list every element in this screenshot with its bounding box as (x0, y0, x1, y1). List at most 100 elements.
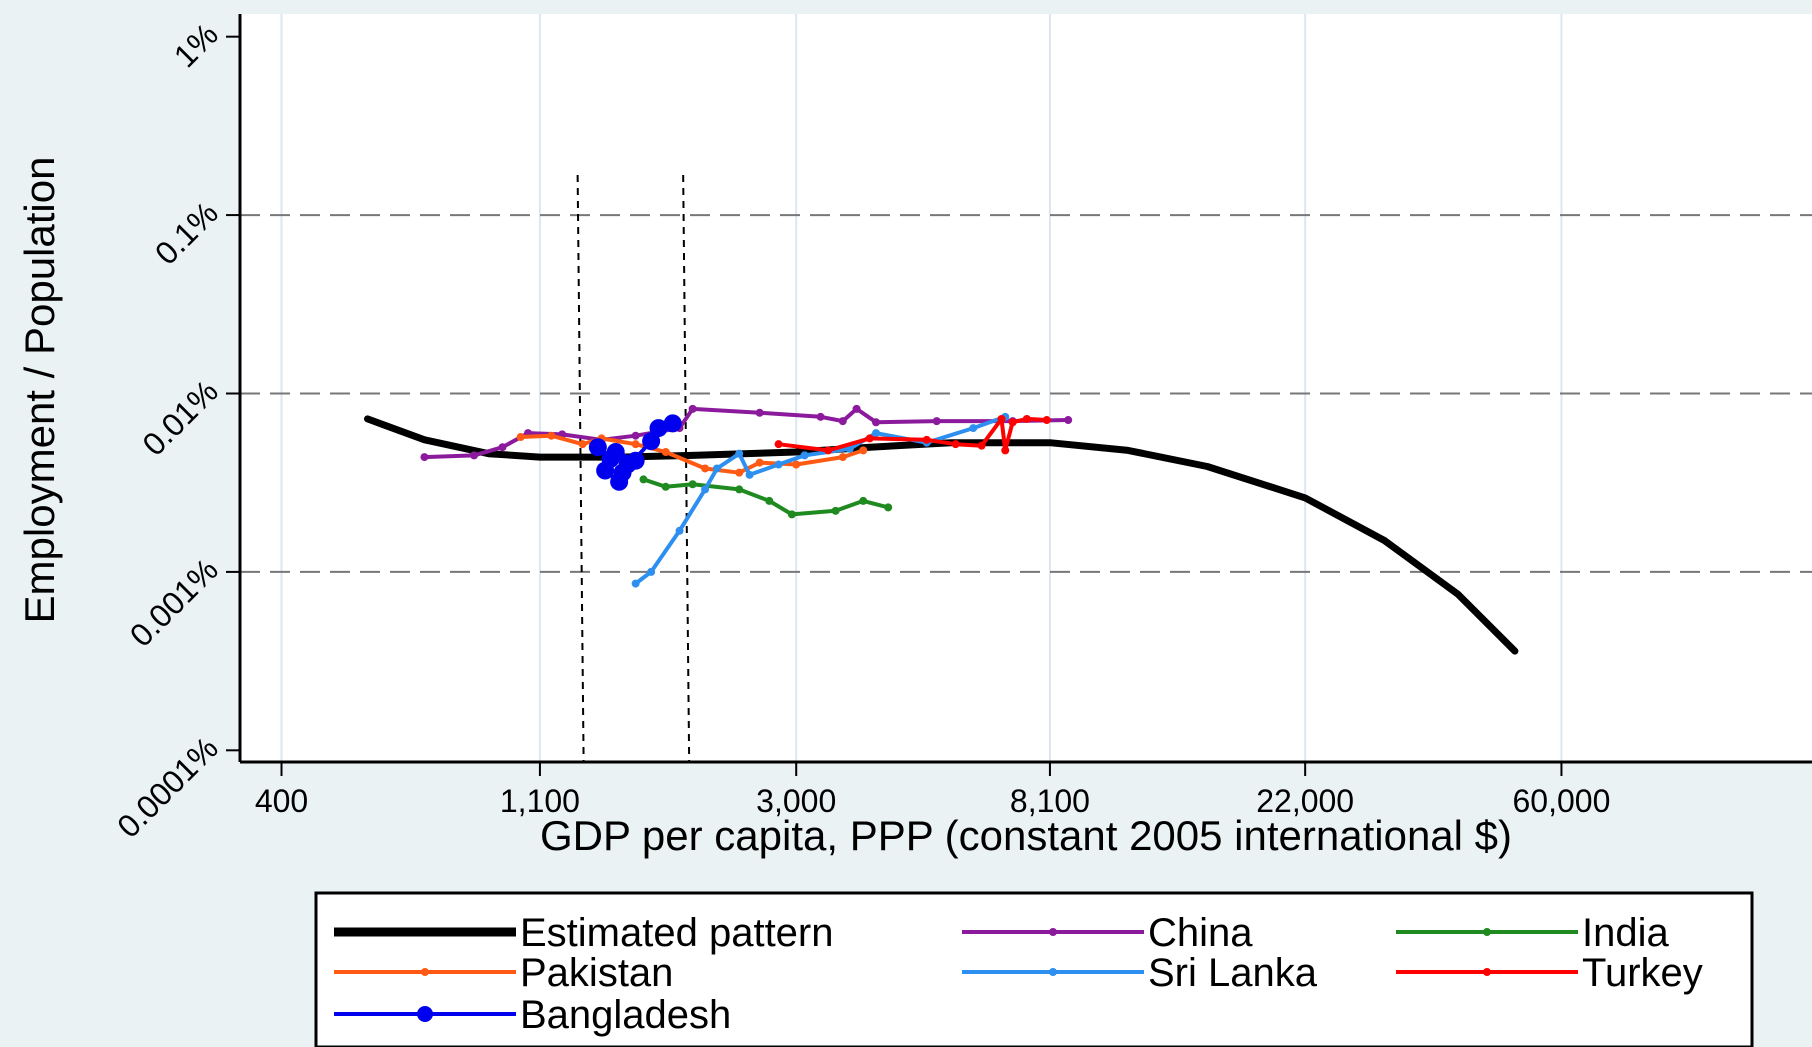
series-point-sri-lanka (735, 449, 744, 458)
series-point-china (852, 404, 861, 413)
series-point-sri-lanka (774, 460, 783, 469)
series-point-india (884, 503, 893, 512)
series-point-bangladesh (606, 442, 625, 461)
series-point-china (631, 431, 640, 440)
series-turkey (774, 414, 1051, 455)
legend-label-turkey: Turkey (1582, 951, 1703, 995)
axes (238, 14, 1812, 764)
series-point-china (838, 417, 847, 426)
series-lines (364, 404, 1519, 655)
series-point-india (859, 496, 868, 505)
series-bangladesh (588, 414, 682, 491)
series-point-pakistan (701, 464, 710, 473)
series-point-china (755, 408, 764, 417)
x-tick-label: 8,100 (1010, 783, 1090, 819)
series-point-china (932, 417, 941, 426)
series-point-turkey (951, 440, 960, 449)
series-point-china (688, 404, 697, 413)
series-point-turkey (1042, 416, 1051, 425)
legend-label-india: India (1582, 911, 1669, 955)
legend-label-pakistan: Pakistan (520, 951, 673, 995)
series-point-pakistan (735, 468, 744, 477)
series-line-pakistan (518, 433, 866, 475)
reference-line (576, 174, 585, 763)
series-point-india (831, 506, 840, 515)
x-tick-labels: 400 1,100 3,000 8,100 22,000 60,000 (255, 762, 1611, 819)
series-pakistan (516, 431, 868, 477)
series-point-bangladesh (588, 438, 607, 457)
series-point-india (765, 496, 774, 505)
series-point-pakistan (661, 447, 670, 456)
series-point-sri-lanka (745, 470, 754, 479)
series-point-bangladesh (649, 419, 668, 438)
x-tick-label: 400 (255, 783, 308, 819)
series-point-sri-lanka (675, 526, 684, 535)
series-point-turkey (1022, 414, 1031, 423)
series-point-sri-lanka (631, 579, 640, 588)
series-point-china (1064, 416, 1073, 425)
series-point-turkey (997, 414, 1006, 423)
series-point-sri-lanka (647, 567, 656, 576)
series-point-india (688, 480, 697, 489)
series-point-china (470, 451, 479, 460)
reference-line (682, 174, 691, 763)
series-point-bangladesh (613, 463, 632, 482)
series-point-turkey (922, 435, 931, 444)
series-point-pakistan (516, 433, 525, 442)
y-axis-title: Employment / Population (16, 157, 63, 624)
series-point-turkey (977, 441, 986, 450)
series-point-china (498, 443, 507, 452)
reference-lines (576, 174, 691, 763)
series-india (639, 475, 893, 519)
series-point-bangladesh (642, 432, 661, 451)
series-point-turkey (824, 446, 833, 455)
legend-label-china: China (1148, 911, 1253, 955)
series-point-pakistan (859, 446, 868, 455)
series-point-pakistan (547, 431, 556, 440)
series-point-pakistan (578, 440, 587, 449)
series-point-bangladesh (596, 461, 615, 480)
series-point-turkey (774, 440, 783, 449)
x-tick-label: 22,000 (1256, 783, 1354, 819)
series-point-pakistan (838, 453, 847, 462)
series-point-china (816, 412, 825, 421)
series-point-china (420, 453, 429, 462)
legend-label-bangladesh: Bangladesh (520, 993, 731, 1037)
series-point-sri-lanka (872, 429, 881, 438)
series-point-turkey (865, 434, 874, 443)
legend: Estimated pattern China India Pakistan Sri L… (314, 891, 1754, 1047)
legend-label-sri-lanka: Sri Lanka (1148, 951, 1318, 995)
series-point-bangladesh (626, 451, 645, 470)
legend-marker-pakistan (421, 968, 429, 976)
series-point-pakistan (755, 458, 764, 467)
legend-marker-china (1049, 928, 1057, 936)
grid (240, 14, 1812, 762)
series-point-pakistan (792, 460, 801, 469)
legend-marker-sri-lanka (1049, 968, 1057, 976)
series-point-sri-lanka (701, 485, 710, 494)
plot-area (240, 14, 1812, 762)
legend-label-estimated-pattern: Estimated pattern (520, 911, 834, 955)
series-point-china (872, 418, 881, 427)
legend-marker-turkey (1483, 968, 1491, 976)
series-estimated-pattern (364, 415, 1519, 655)
legend-marker-bangladesh (417, 1006, 433, 1022)
series-point-sri-lanka (712, 464, 721, 473)
series-point-bangladesh (663, 414, 682, 433)
series-point-india (661, 482, 670, 491)
series-point-sri-lanka (969, 424, 978, 433)
series-line-estimated-pattern (364, 415, 1519, 655)
legend-marker-india (1483, 928, 1491, 936)
x-tick-label: 1,100 (500, 783, 580, 819)
series-point-turkey (1008, 418, 1017, 427)
series-point-turkey (1001, 446, 1010, 455)
x-tick-label: 60,000 (1513, 783, 1611, 819)
series-point-sri-lanka (800, 451, 809, 460)
series-point-india (787, 510, 796, 519)
x-axis-title: GDP per capita, PPP (constant 2005 inter… (540, 812, 1512, 859)
x-tick-label: 3,000 (756, 783, 836, 819)
series-point-pakistan (631, 440, 640, 449)
series-point-india (735, 485, 744, 494)
series-point-india (639, 475, 648, 484)
